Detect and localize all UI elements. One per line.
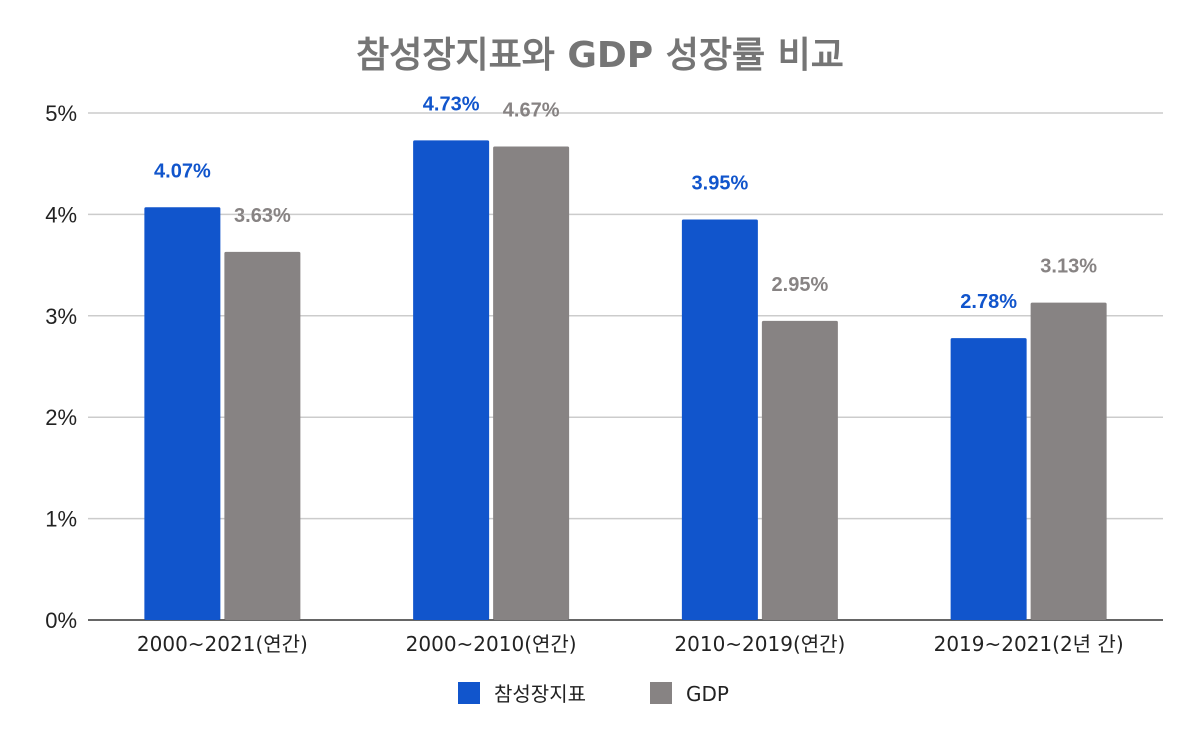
data-label-GDP-3: 3.13% bbox=[1040, 256, 1097, 278]
x-axis-tick-labels: 2000~2021(연간) 2000~2010(연간) 2010~2019(연간) 2… bbox=[137, 632, 1124, 656]
y-tick-label: 3% bbox=[45, 304, 77, 329]
legend-swatch-참성장지표 bbox=[458, 682, 480, 704]
bars bbox=[144, 140, 1107, 621]
bar-GDP-3 bbox=[1030, 302, 1107, 620]
y-tick-label: 4% bbox=[45, 202, 77, 227]
x-tick-label: 2010~2019(연간) bbox=[674, 632, 845, 656]
bar-GDP-1 bbox=[493, 146, 570, 620]
data-labels: 4.07% 3.63% 4.73% 4.67% 3.95% 2.95% 2.78% 3.13% bbox=[154, 93, 1097, 313]
y-tick-label: 5% bbox=[45, 101, 77, 126]
legend-label-참성장지표: 참성장지표 bbox=[494, 682, 586, 706]
bar-참성장지표-3 bbox=[950, 338, 1027, 620]
bar-참성장지표-1 bbox=[413, 140, 490, 621]
legend-swatch-gdp bbox=[650, 682, 672, 704]
bar-참성장지표-0 bbox=[144, 207, 221, 620]
data-label-GDP-2: 2.95% bbox=[772, 274, 829, 296]
chart-title: 참성장지표와 GDP 성장률 비교 bbox=[356, 35, 844, 76]
data-label-GDP-1: 4.67% bbox=[503, 99, 560, 121]
x-tick-label: 2000~2010(연간) bbox=[406, 632, 577, 656]
bar-GDP-0 bbox=[224, 251, 301, 620]
data-label-참성장지표-2: 3.95% bbox=[692, 172, 749, 194]
x-tick-label: 2019~2021(2년 간) bbox=[934, 632, 1124, 656]
data-label-참성장지표-3: 2.78% bbox=[960, 291, 1017, 313]
y-axis-tick-labels: 0% 1% 2% 3% 4% 5% bbox=[45, 101, 77, 633]
legend-label-gdp: GDP bbox=[686, 682, 729, 706]
y-tick-label: 0% bbox=[45, 608, 77, 633]
data-label-GDP-0: 3.63% bbox=[234, 205, 291, 227]
bar-참성장지표-2 bbox=[681, 219, 758, 620]
data-label-참성장지표-1: 4.73% bbox=[423, 93, 480, 115]
y-tick-label: 2% bbox=[45, 405, 77, 430]
y-tick-label: 1% bbox=[45, 507, 77, 532]
legend: 참성장지표 GDP bbox=[458, 682, 729, 706]
x-tick-label: 2000~2021(연간) bbox=[137, 632, 308, 656]
data-label-참성장지표-0: 4.07% bbox=[154, 160, 211, 182]
bar-GDP-2 bbox=[761, 320, 838, 620]
